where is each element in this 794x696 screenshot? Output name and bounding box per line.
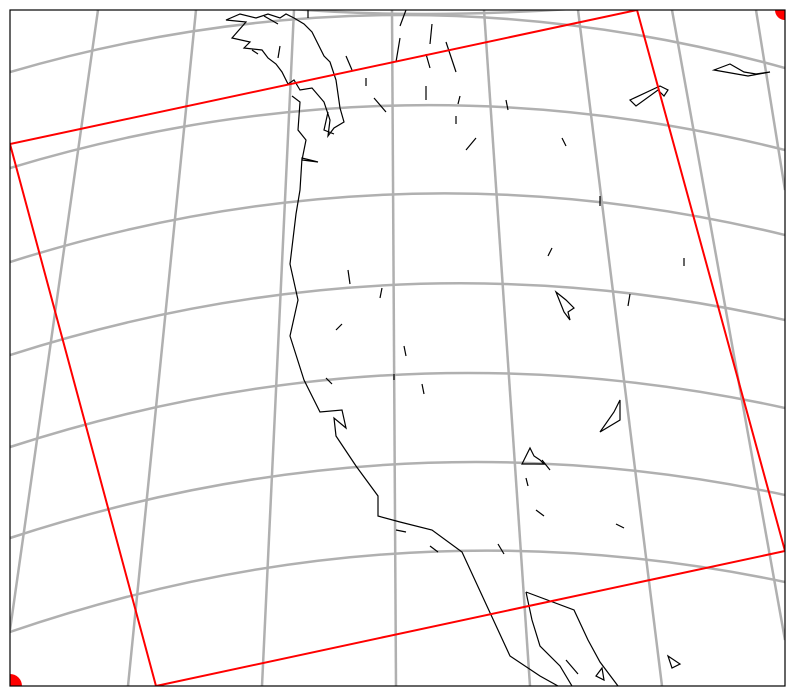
- meridian-line: [260, 10, 296, 686]
- lake-cuba: [666, 654, 682, 669]
- water-segment: [561, 137, 567, 147]
- coastline: [225, 13, 771, 686]
- water-segment: [395, 529, 407, 533]
- meridian-line: [10, 10, 100, 631]
- parallel-line: [10, 371, 785, 449]
- inland-water-segments: [251, 10, 685, 675]
- water-segment: [525, 477, 529, 487]
- water-segment: [335, 323, 343, 331]
- parallel-line: [10, 192, 785, 264]
- water-segment: [421, 383, 425, 395]
- coastline-baja-inner: [525, 591, 573, 686]
- meridian-line: [754, 10, 785, 191]
- water-segment: [263, 15, 279, 25]
- parallel-line: [10, 103, 785, 170]
- water-segment: [429, 545, 439, 553]
- map-axes-frame: [9, 9, 786, 687]
- water-segment: [535, 509, 545, 517]
- lake-winnipeg: [521, 446, 546, 465]
- water-segment: [251, 49, 259, 55]
- lake-michigan: [599, 399, 621, 433]
- parallel-line: [10, 282, 785, 357]
- corner-marker-bottom-left: [10, 674, 22, 686]
- meridian-line: [126, 10, 198, 686]
- domain-boundary: [10, 10, 785, 686]
- coastline-baja: [525, 591, 619, 686]
- water-segment: [399, 10, 407, 27]
- water-segment: [627, 293, 631, 307]
- lake-great-salt: [554, 290, 575, 321]
- map-background: [10, 10, 785, 686]
- parallel-line: [10, 460, 785, 540]
- water-segment: [345, 55, 353, 71]
- coastline-west: [225, 13, 345, 139]
- parallel-line: [10, 13, 785, 74]
- water-segment: [379, 287, 383, 299]
- water-segment: [373, 97, 387, 113]
- water-segment: [505, 99, 509, 111]
- water-segment: [457, 95, 461, 105]
- lake-great-slave: [711, 63, 771, 77]
- meridian-line: [482, 10, 532, 686]
- meridian-line: [390, 10, 398, 686]
- coastline-pacific: [289, 95, 559, 686]
- coastline-island-1: [323, 111, 335, 135]
- lake-yucatan: [595, 666, 605, 682]
- corner-marker-top-right: [775, 10, 785, 20]
- water-segment: [429, 23, 433, 45]
- graticule-meridians: [10, 10, 785, 686]
- water-segment: [403, 345, 407, 357]
- water-segment: [565, 659, 579, 675]
- water-segment: [395, 37, 401, 63]
- meridian-line: [670, 10, 785, 641]
- meridian-line: [576, 10, 664, 686]
- graticule-parallels: [10, 10, 785, 634]
- water-segment: [277, 45, 281, 59]
- water-segment: [325, 377, 333, 385]
- water-segment: [541, 459, 551, 471]
- water-segment: [547, 247, 553, 257]
- water-segment: [615, 523, 625, 529]
- water-segment: [445, 41, 457, 73]
- water-segment: [425, 53, 431, 69]
- lake-hudson: [628, 85, 669, 107]
- water-segment: [347, 269, 351, 285]
- water-segment: [465, 137, 477, 151]
- water-segment: [497, 543, 505, 555]
